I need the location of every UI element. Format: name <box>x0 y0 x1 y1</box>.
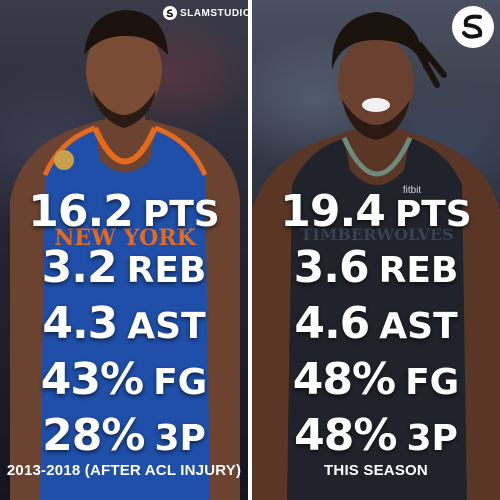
right-stats: 19.4 PTS 3.6 REB 4.6 AST 48% FG 48% 3P <box>252 0 500 500</box>
right-player-image: fitbit TIMBERWOLVES <box>252 12 500 500</box>
stat-value: 3.2 <box>41 242 118 293</box>
left-jersey-text: NEW YORK <box>54 225 196 251</box>
stat-value: 4.6 <box>294 298 370 349</box>
left-player-image: NEW YORK <box>10 10 240 500</box>
stat-label: 3P <box>406 418 458 459</box>
left-caption: 2013-2018 (AFTER ACL INJURY) <box>6 462 242 479</box>
right-stat-pts: 19.4 PTS <box>252 186 500 237</box>
right-jersey-text: TIMBERWOLVES <box>300 225 453 244</box>
panel-divider <box>248 0 252 500</box>
stat-value: 19.4 <box>280 186 386 237</box>
right-stat-3p: 48% 3P <box>252 410 500 461</box>
stat-label: REB <box>378 250 459 291</box>
stat-label: 3P <box>154 418 206 459</box>
stat-label: FG <box>153 362 208 403</box>
stat-value: 16.2 <box>28 186 134 237</box>
left-stat-fg: 43% FG <box>0 354 248 405</box>
stat-value: 48% <box>294 410 397 461</box>
right-panel: fitbit TIMBERWOLVES 19.4 PTS 3.6 REB 4.6 AS… <box>252 0 500 500</box>
stat-value: 43% <box>40 354 144 405</box>
right-stat-fg: 48% FG <box>252 354 500 405</box>
stat-label: FG <box>405 362 460 403</box>
left-stat-3p: 28% 3P <box>0 410 248 461</box>
sponsor-text: fitbit <box>403 185 422 196</box>
stat-label: AST <box>379 306 458 347</box>
right-caption: THIS SEASON <box>324 462 428 479</box>
left-stats: 16.2 PTS 3.2 REB 4.3 AST 43% FG 28% 3P <box>0 0 248 500</box>
brand-text: SLAMSTUDIOS <box>180 7 248 19</box>
right-stat-ast: 4.6 AST <box>252 298 500 349</box>
stat-value: 4.3 <box>42 298 118 349</box>
slam-logo-icon <box>163 6 177 20</box>
stat-label: PTS <box>142 194 220 235</box>
slam-circle-logo-icon <box>452 6 494 48</box>
slamstudios-brand: SLAMSTUDIOS <box>163 6 248 20</box>
stat-label: PTS <box>394 194 472 235</box>
stat-value: 48% <box>292 354 396 405</box>
stat-value: 28% <box>42 410 145 461</box>
left-stat-pts: 16.2 PTS <box>0 186 248 237</box>
stat-label: REB <box>126 250 207 291</box>
stat-value: 3.6 <box>293 242 370 293</box>
left-stat-reb: 3.2 REB <box>0 242 248 293</box>
right-stat-reb: 3.6 REB <box>252 242 500 293</box>
left-stat-ast: 4.3 AST <box>0 298 248 349</box>
stat-label: AST <box>127 306 206 347</box>
